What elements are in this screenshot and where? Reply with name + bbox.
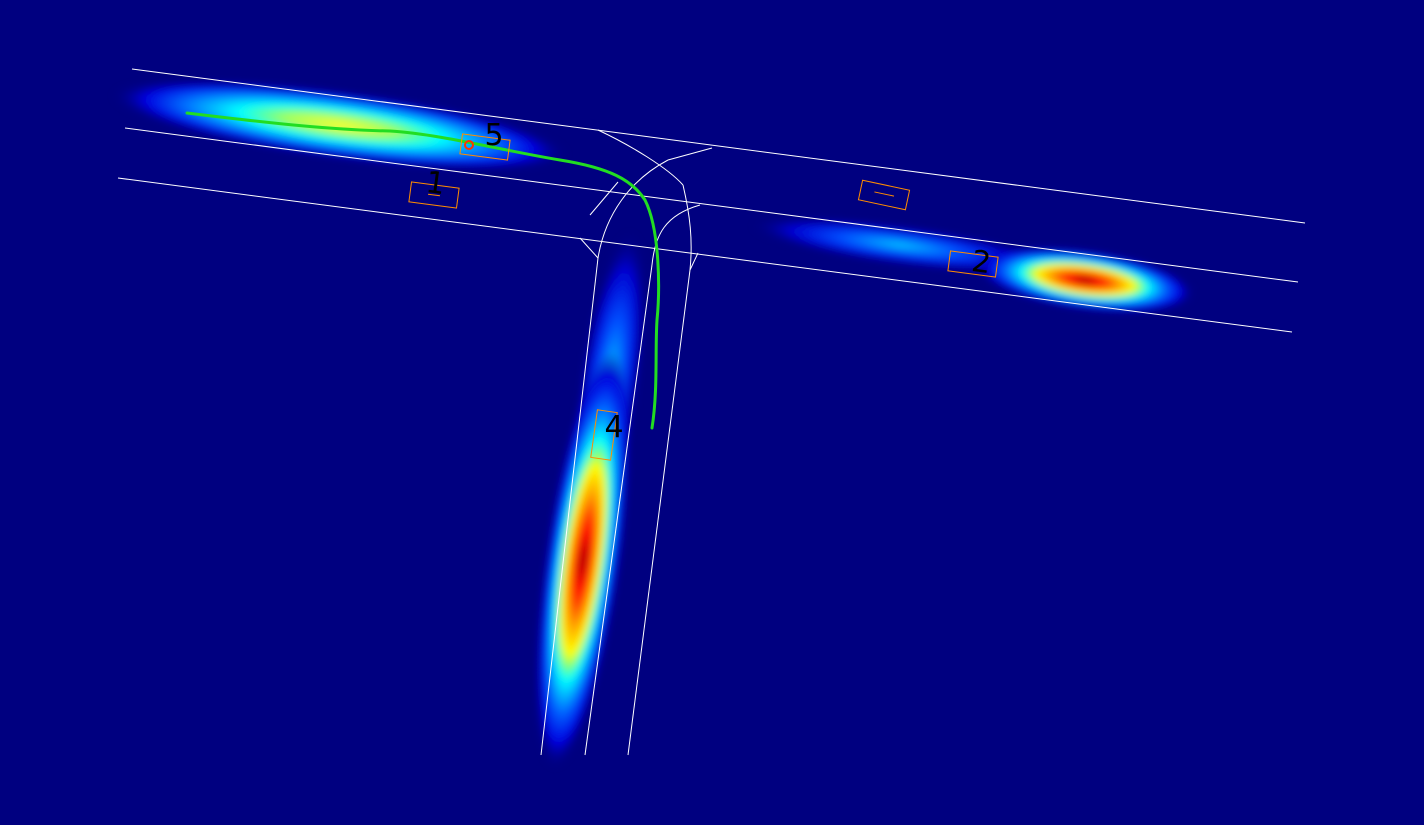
intersection-curve-4 bbox=[682, 184, 692, 271]
ego-marker bbox=[464, 140, 474, 150]
heatmap-blob-south bbox=[535, 351, 631, 769]
heatmap-blob-east-tail bbox=[751, 217, 1049, 273]
intersection-curve-7 bbox=[689, 252, 699, 271]
vehicle-5-label: 5 bbox=[484, 118, 503, 153]
heatmap-blob-west bbox=[111, 79, 569, 171]
intersection-curve-8 bbox=[589, 181, 619, 216]
heatmap-layer bbox=[111, 79, 1195, 769]
vehicle-3-box bbox=[857, 179, 911, 211]
vehicle-4-box bbox=[590, 409, 618, 461]
vehicle-5-box bbox=[459, 133, 511, 161]
vehicle-1-heading bbox=[427, 193, 441, 197]
intersection-curve-3 bbox=[597, 129, 684, 186]
vehicle-3 bbox=[857, 179, 911, 211]
vehicle-4-label: 4 bbox=[604, 410, 623, 445]
lane-line-vertical-left bbox=[540, 257, 599, 756]
vehicle-4 bbox=[590, 409, 618, 461]
vehicles: 1 2 4 5 bbox=[408, 118, 999, 461]
vehicle-1-label: 1 bbox=[424, 165, 447, 202]
vehicle-1-box bbox=[408, 181, 460, 209]
lane-line-vertical-middle bbox=[584, 264, 653, 756]
intersection-curve-1 bbox=[597, 159, 669, 259]
road-lines bbox=[117, 68, 1306, 756]
intersection-curve-2 bbox=[651, 204, 701, 266]
intersection-curve-6 bbox=[579, 237, 599, 259]
lane-line-top bbox=[131, 68, 1306, 224]
lane-line-middle bbox=[124, 127, 1299, 283]
vehicle-3-heading bbox=[874, 191, 895, 197]
heatmap-blob-east bbox=[975, 246, 1195, 314]
vehicle-5 bbox=[459, 133, 511, 161]
lane-line-bottom bbox=[117, 177, 1293, 333]
intersection-curve-5 bbox=[667, 147, 713, 161]
vehicle-2-box bbox=[947, 250, 999, 278]
vehicle-1: 1 bbox=[408, 165, 460, 209]
vehicle-2-label: 2 bbox=[970, 244, 993, 281]
ego-trajectory bbox=[185, 111, 661, 430]
vehicle-2: 2 bbox=[947, 244, 999, 281]
lane-line-vertical-right bbox=[627, 269, 691, 756]
